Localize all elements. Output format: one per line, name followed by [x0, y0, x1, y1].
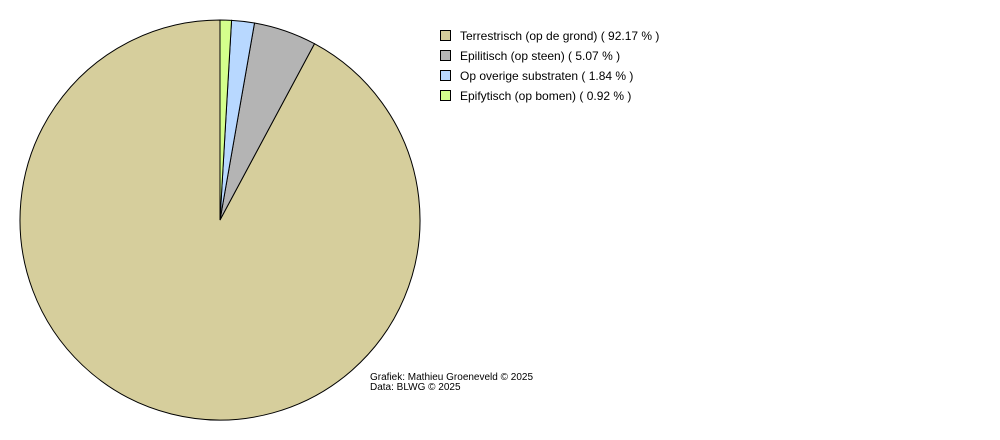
legend-label: Op overige substraten ( 1.84 % ) — [460, 69, 633, 83]
slice-epifytisch — [219, 19, 233, 221]
legend-swatch — [440, 70, 451, 81]
pie-slices — [19, 19, 421, 421]
legend-item: Op overige substraten ( 1.84 % ) — [440, 69, 633, 83]
legend-item: Epilitisch (op steen) ( 5.07 % ) — [440, 49, 620, 63]
credit-author: Grafiek: Mathieu Groeneveld © 2025 — [370, 372, 533, 383]
legend: Terrestrisch (op de grond) ( 92.17 % ) Ep… — [440, 29, 659, 103]
legend-item: Terrestrisch (op de grond) ( 92.17 % ) — [440, 29, 659, 43]
legend-label: Epilitisch (op steen) ( 5.07 % ) — [460, 49, 620, 63]
legend-swatch — [440, 50, 451, 61]
legend-swatch — [440, 30, 451, 41]
legend-item: Epifytisch (op bomen) ( 0.92 % ) — [440, 89, 631, 103]
credit-source: Data: BLWG © 2025 — [370, 382, 461, 393]
legend-label: Terrestrisch (op de grond) ( 92.17 % ) — [460, 29, 659, 43]
legend-label: Epifytisch (op bomen) ( 0.92 % ) — [460, 89, 631, 103]
legend-swatch — [440, 90, 451, 101]
